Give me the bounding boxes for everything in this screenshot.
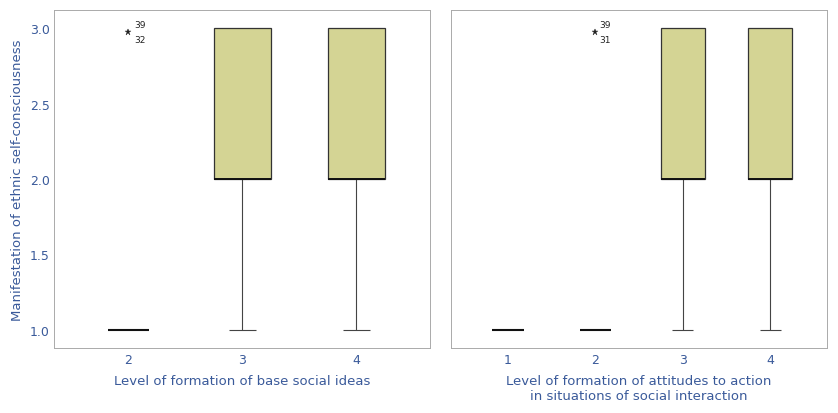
X-axis label: Level of formation of attitudes to action
in situations of social interaction: Level of formation of attitudes to actio… xyxy=(506,374,772,402)
Bar xyxy=(661,29,705,180)
Bar xyxy=(748,29,792,180)
X-axis label: Level of formation of base social ideas: Level of formation of base social ideas xyxy=(114,374,370,387)
Bar xyxy=(214,29,271,180)
Y-axis label: Manifestation of ethnic self-consciousness: Manifestation of ethnic self-consciousne… xyxy=(11,39,24,320)
Text: 32: 32 xyxy=(134,36,146,45)
Text: 39: 39 xyxy=(134,21,146,30)
Text: 39: 39 xyxy=(600,21,611,30)
Text: 31: 31 xyxy=(600,36,611,45)
Bar xyxy=(328,29,385,180)
